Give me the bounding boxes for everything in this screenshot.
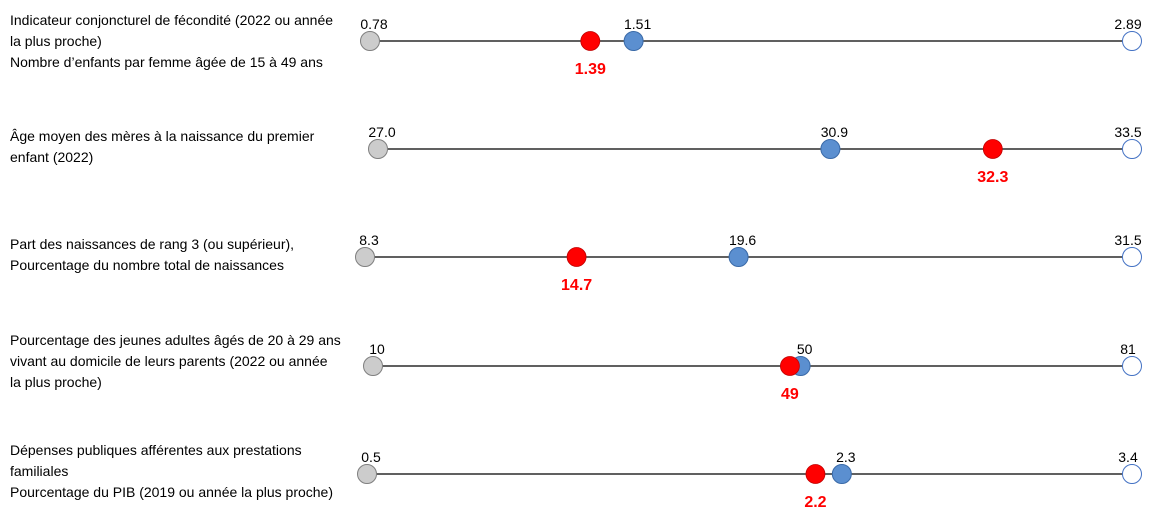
country-value-label: 1.39 bbox=[575, 61, 606, 78]
country-marker bbox=[580, 31, 601, 51]
country-marker bbox=[805, 464, 826, 484]
max-marker bbox=[1122, 31, 1142, 51]
average-value-label: 19.6 bbox=[729, 232, 756, 248]
country-value-label: 14.7 bbox=[561, 277, 592, 294]
country-value-label: 32.3 bbox=[977, 169, 1008, 186]
indicator-label-line: Dépenses publiques afférentes aux presta… bbox=[10, 442, 302, 458]
max-marker bbox=[1122, 356, 1142, 376]
indicator-label-line: la plus proche) bbox=[10, 374, 102, 390]
min-marker bbox=[357, 464, 377, 484]
average-value-label: 50 bbox=[797, 341, 813, 357]
indicator-label-line: la plus proche) bbox=[10, 33, 102, 49]
average-value-label: 30.9 bbox=[821, 124, 848, 140]
indicator-label-line: enfant (2022) bbox=[10, 149, 94, 165]
indicator-label-line: Indicateur conjoncturel de fécondité (20… bbox=[10, 12, 334, 28]
country-marker bbox=[982, 139, 1003, 159]
indicator-label-line: Part des naissances de rang 3 (ou supéri… bbox=[10, 236, 295, 252]
min-marker bbox=[363, 356, 383, 376]
indicator-label-line: Pourcentage du PIB (2019 ou année la plu… bbox=[10, 484, 334, 500]
average-marker bbox=[831, 464, 852, 484]
average-marker bbox=[728, 247, 749, 267]
min-value-label: 27.0 bbox=[368, 124, 395, 140]
country-value-label: 49 bbox=[781, 386, 799, 403]
country-marker bbox=[780, 356, 800, 376]
average-value-label: 1.51 bbox=[624, 16, 651, 32]
country-value-label: 2.2 bbox=[804, 494, 826, 511]
country-marker bbox=[566, 247, 587, 267]
average-value-label: 2.3 bbox=[836, 449, 856, 465]
average-marker bbox=[623, 31, 644, 51]
indicator-label: Âge moyen des mères à la naissance du pr… bbox=[10, 126, 380, 168]
indicator-label-line: Âge moyen des mères à la naissance du pr… bbox=[10, 128, 315, 144]
max-marker bbox=[1122, 139, 1142, 159]
max-value-label: 2.89 bbox=[1114, 16, 1141, 32]
min-value-label: 0.5 bbox=[361, 449, 381, 465]
max-marker bbox=[1122, 464, 1142, 484]
min-marker bbox=[368, 139, 388, 159]
max-marker bbox=[1122, 247, 1142, 267]
average-marker bbox=[820, 139, 841, 159]
max-value-label: 33.5 bbox=[1114, 124, 1141, 140]
max-value-label: 31.5 bbox=[1114, 232, 1141, 248]
indicator-label-line: Nombre d’enfants par femme âgée de 15 à … bbox=[10, 54, 323, 70]
indicator-label: Dépenses publiques afférentes aux presta… bbox=[10, 440, 380, 503]
indicator-label: Pourcentage des jeunes adultes âgés de 2… bbox=[10, 330, 380, 393]
min-value-label: 10 bbox=[369, 341, 385, 357]
indicator-label-line: familiales bbox=[10, 463, 69, 479]
indicator-label-line: Pourcentage du nombre total de naissance… bbox=[10, 257, 284, 273]
indicator-label: Part des naissances de rang 3 (ou supéri… bbox=[10, 234, 380, 276]
min-marker bbox=[360, 31, 380, 51]
indicator-label: Indicateur conjoncturel de fécondité (20… bbox=[10, 10, 380, 73]
indicator-label-line: vivant au domicile de leurs parents (202… bbox=[10, 353, 328, 369]
indicator-label-line: Pourcentage des jeunes adultes âgés de 2… bbox=[10, 332, 341, 348]
min-marker bbox=[355, 247, 375, 267]
max-value-label: 81 bbox=[1120, 341, 1136, 357]
max-value-label: 3.4 bbox=[1118, 449, 1138, 465]
min-value-label: 0.78 bbox=[360, 16, 387, 32]
min-value-label: 8.3 bbox=[359, 232, 379, 248]
